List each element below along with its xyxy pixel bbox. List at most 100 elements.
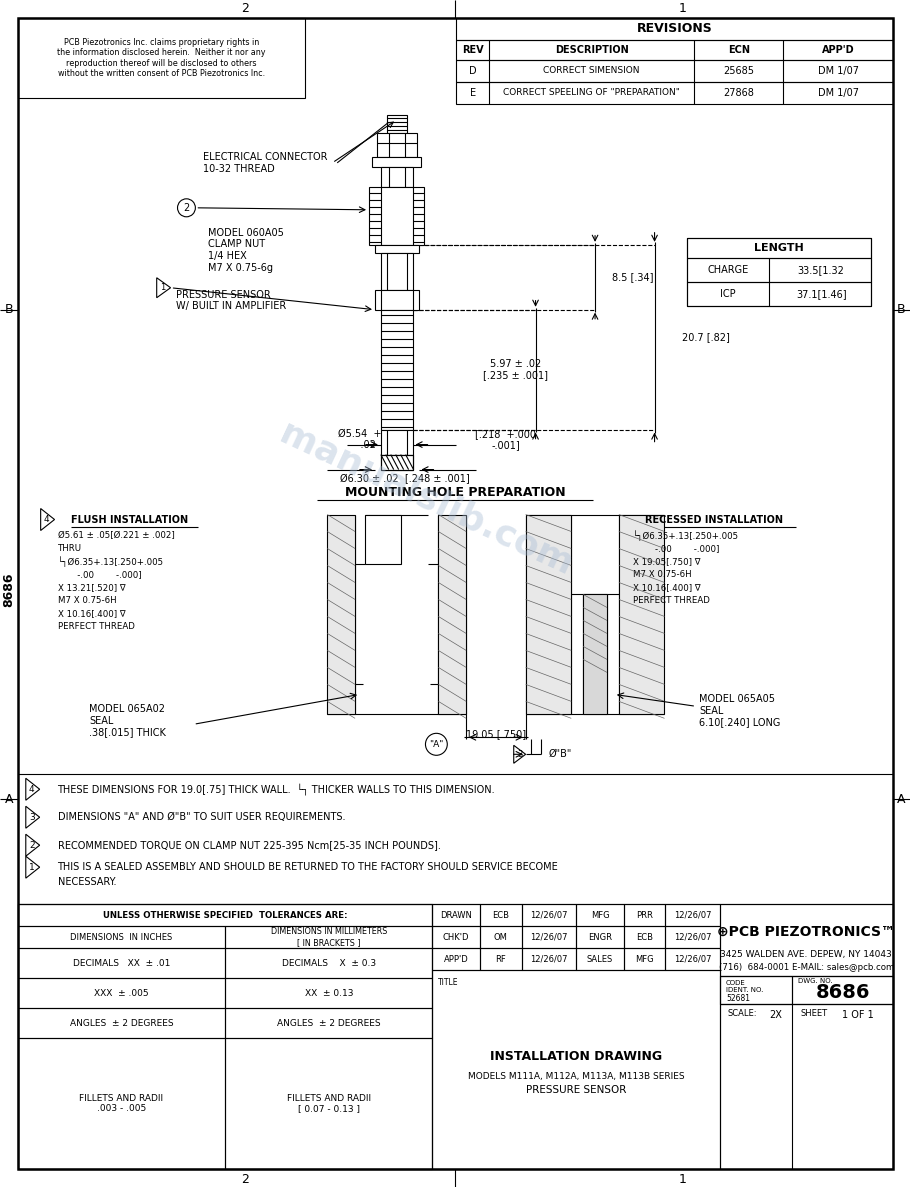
Text: ENGR: ENGR	[588, 933, 612, 942]
Bar	[480, 948, 521, 971]
Text: RF: RF	[496, 955, 506, 963]
Text: RECOMMENDED TORQUE ON CLAMP NUT 225-395 Ncm[25-35 INCH POUNDS].: RECOMMENDED TORQUE ON CLAMP NUT 225-395 …	[58, 840, 441, 851]
Bar	[377, 133, 417, 157]
Text: 1: 1	[160, 283, 165, 292]
Bar	[369, 187, 424, 245]
Text: MODEL 060A05
CLAMP NUT
1/4 HEX
M7 X 0.75-6g: MODEL 060A05 CLAMP NUT 1/4 HEX M7 X 0.75…	[208, 228, 285, 272]
Text: -.00        -.000]: -.00 -.000]	[58, 570, 141, 579]
Text: SHEET: SHEET	[800, 1009, 827, 1018]
Bar	[521, 948, 577, 971]
Bar	[456, 18, 892, 40]
Bar	[577, 927, 624, 948]
Text: THRU: THRU	[58, 544, 82, 552]
Text: 12/26/07: 12/26/07	[531, 955, 567, 963]
Text: X 13.21[.520] ∇: X 13.21[.520] ∇	[58, 583, 125, 592]
Text: X 10.16[.400] ∇: X 10.16[.400] ∇	[633, 583, 700, 592]
Text: ICP: ICP	[720, 289, 735, 298]
Text: MFG: MFG	[635, 955, 654, 963]
Text: OM: OM	[494, 933, 508, 942]
Text: DIMENSIONS  IN INCHES: DIMENSIONS IN INCHES	[71, 933, 173, 942]
Text: A: A	[5, 792, 13, 805]
Bar	[720, 977, 792, 1004]
Bar	[480, 927, 521, 948]
Text: ECN: ECN	[728, 45, 750, 55]
Text: 3425 WALDEN AVE. DEPEW, NY 14043: 3425 WALDEN AVE. DEPEW, NY 14043	[721, 949, 892, 959]
Text: CORRECT SPEELING OF "PREPARATION": CORRECT SPEELING OF "PREPARATION"	[503, 88, 680, 97]
Text: DWG. NO.: DWG. NO.	[799, 978, 833, 984]
Bar	[688, 238, 871, 305]
Bar	[386, 115, 407, 133]
Text: UNLESS OTHERWISE SPECIFIED  TOLERANCES ARE:: UNLESS OTHERWISE SPECIFIED TOLERANCES AR…	[103, 911, 347, 920]
Text: 2X: 2X	[769, 1010, 782, 1020]
Text: NECESSARY.: NECESSARY.	[58, 877, 116, 887]
Bar	[480, 904, 521, 927]
Bar	[688, 282, 871, 305]
Text: 2: 2	[184, 203, 190, 213]
Text: DRAWN: DRAWN	[441, 911, 472, 920]
Text: 1: 1	[678, 2, 687, 15]
Text: 20.7 [.82]: 20.7 [.82]	[682, 333, 730, 342]
Text: └┐Ø6.35+.13[.250+.005: └┐Ø6.35+.13[.250+.005	[633, 530, 739, 541]
Text: 1: 1	[678, 1174, 687, 1187]
Bar	[432, 948, 480, 971]
Text: 27868: 27868	[723, 88, 755, 97]
Text: A: A	[897, 792, 906, 805]
Bar	[381, 430, 412, 455]
Bar	[375, 245, 419, 253]
Text: INSTALLATION DRAWING: INSTALLATION DRAWING	[490, 1050, 662, 1063]
Text: 19.05 [.750]: 19.05 [.750]	[465, 729, 526, 739]
Text: REVISIONS: REVISIONS	[636, 23, 712, 36]
Text: 25685: 25685	[723, 65, 755, 76]
Text: ECB: ECB	[492, 911, 509, 920]
Text: SALES: SALES	[587, 955, 613, 963]
Text: 37.1[1.46]: 37.1[1.46]	[796, 289, 846, 298]
Text: 3: 3	[517, 750, 522, 759]
Text: DECIMALS    X  ± 0.3: DECIMALS X ± 0.3	[282, 959, 375, 967]
Bar	[577, 948, 624, 971]
Text: IDENT. NO.: IDENT. NO.	[726, 987, 764, 993]
Bar	[456, 59, 892, 82]
Bar	[328, 514, 355, 714]
Bar	[17, 948, 225, 978]
Bar	[17, 927, 225, 948]
Text: 1 OF 1: 1 OF 1	[842, 1010, 874, 1020]
Text: 8.5 [.34]: 8.5 [.34]	[612, 272, 654, 283]
Text: B: B	[897, 303, 906, 316]
Text: LENGTH: LENGTH	[755, 242, 804, 253]
Text: 4: 4	[44, 516, 50, 524]
Text: 33.5[1.32: 33.5[1.32	[798, 265, 845, 274]
Text: CHARGE: CHARGE	[708, 265, 748, 274]
Text: DM 1/07: DM 1/07	[818, 88, 858, 97]
Text: [.218  +.000
-.001]: [.218 +.000 -.001]	[476, 429, 536, 450]
Text: └┐Ø6.35+.13[.250+.005: └┐Ø6.35+.13[.250+.005	[58, 556, 163, 567]
Text: Ø6.30 ± .02  [.248 ± .001]: Ø6.30 ± .02 [.248 ± .001]	[340, 474, 469, 484]
Bar	[688, 238, 871, 258]
Bar	[583, 594, 607, 714]
Bar	[619, 514, 665, 714]
Text: CORRECT SIMENSION: CORRECT SIMENSION	[543, 67, 640, 75]
Text: PERFECT THREAD: PERFECT THREAD	[58, 621, 134, 631]
Bar	[225, 978, 432, 1009]
Bar	[225, 1009, 432, 1038]
Bar	[439, 514, 466, 714]
Text: E: E	[469, 88, 476, 97]
Text: ANGLES  ± 2 DEGREES: ANGLES ± 2 DEGREES	[70, 1018, 174, 1028]
Text: APP'D: APP'D	[443, 955, 468, 963]
Bar	[521, 904, 577, 927]
Text: XX  ± 0.13: XX ± 0.13	[305, 988, 353, 998]
Polygon shape	[381, 455, 412, 469]
Text: MFG: MFG	[590, 911, 610, 920]
Bar	[688, 258, 871, 282]
Bar	[381, 310, 412, 430]
Text: FILLETS AND RADII
[ 0.07 - 0.13 ]: FILLETS AND RADII [ 0.07 - 0.13 ]	[286, 1094, 371, 1113]
Text: 3: 3	[28, 813, 35, 822]
Bar	[720, 1004, 892, 1169]
Bar	[432, 971, 720, 1169]
Text: 12/26/07: 12/26/07	[674, 933, 711, 942]
Bar	[225, 1038, 432, 1169]
Text: ECB: ECB	[636, 933, 653, 942]
Bar	[666, 927, 720, 948]
Text: PRESSURE SENSOR
W/ BUILT IN AMPLIFIER: PRESSURE SENSOR W/ BUILT IN AMPLIFIER	[175, 290, 285, 311]
Text: MODEL 065A05
SEAL
6.10[.240] LONG: MODEL 065A05 SEAL 6.10[.240] LONG	[700, 694, 780, 727]
Bar	[17, 1009, 225, 1038]
